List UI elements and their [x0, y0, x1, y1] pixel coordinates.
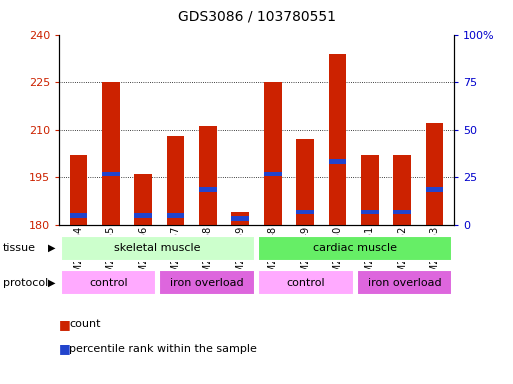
Bar — [199, 187, 217, 192]
Bar — [167, 213, 185, 217]
Text: cardiac muscle: cardiac muscle — [313, 243, 397, 253]
Bar — [328, 159, 346, 164]
Bar — [328, 54, 346, 225]
Bar — [160, 270, 255, 295]
Bar — [102, 172, 120, 176]
Bar — [258, 236, 452, 260]
Bar — [70, 213, 87, 217]
Bar — [393, 155, 411, 225]
Bar — [296, 139, 314, 225]
Bar — [393, 210, 411, 214]
Text: GDS3086 / 103780551: GDS3086 / 103780551 — [177, 10, 336, 23]
Bar — [258, 270, 353, 295]
Bar — [61, 270, 156, 295]
Text: ■: ■ — [59, 318, 71, 331]
Text: count: count — [69, 319, 101, 329]
Text: ▶: ▶ — [48, 278, 55, 288]
Bar — [199, 126, 217, 225]
Bar — [134, 174, 152, 225]
Text: control: control — [287, 278, 325, 288]
Bar — [361, 210, 379, 214]
Text: iron overload: iron overload — [170, 278, 244, 288]
Text: ■: ■ — [59, 342, 71, 355]
Bar — [357, 270, 452, 295]
Text: control: control — [89, 278, 128, 288]
Text: tissue: tissue — [3, 243, 35, 253]
Text: protocol: protocol — [3, 278, 48, 288]
Bar — [264, 172, 282, 176]
Bar — [134, 213, 152, 217]
Bar — [102, 82, 120, 225]
Bar — [167, 136, 185, 225]
Bar — [264, 82, 282, 225]
Bar — [296, 210, 314, 214]
Bar — [61, 236, 255, 260]
Text: ▶: ▶ — [48, 243, 55, 253]
Bar — [426, 187, 443, 192]
Bar — [70, 155, 87, 225]
Bar — [231, 216, 249, 221]
Text: percentile rank within the sample: percentile rank within the sample — [69, 344, 257, 354]
Text: iron overload: iron overload — [368, 278, 442, 288]
Bar — [426, 123, 443, 225]
Bar — [231, 212, 249, 225]
Text: skeletal muscle: skeletal muscle — [114, 243, 201, 253]
Bar — [361, 155, 379, 225]
